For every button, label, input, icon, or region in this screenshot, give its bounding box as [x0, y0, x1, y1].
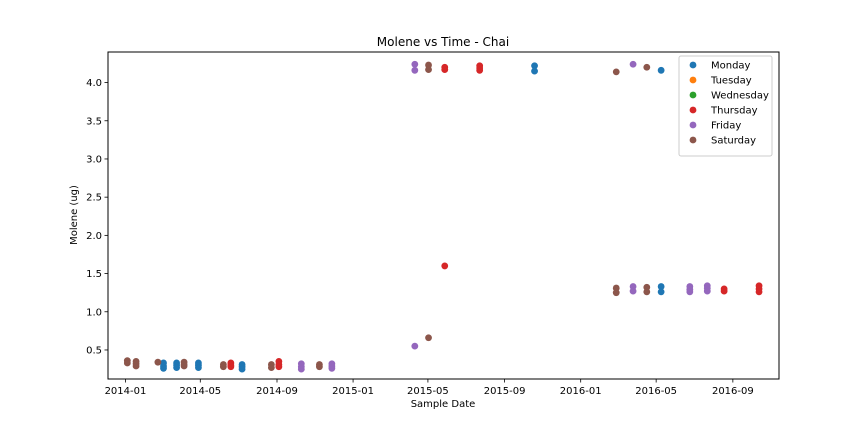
chart-title: Molene vs Time - Chai [377, 35, 509, 49]
point-saturday [132, 362, 140, 370]
y-tick-label: 1.5 [86, 269, 102, 280]
point-monday [657, 66, 665, 74]
y-tick-label: 1.0 [86, 307, 102, 318]
point-friday [297, 365, 305, 373]
point-friday [411, 342, 419, 350]
point-saturday [123, 359, 131, 367]
point-friday [411, 60, 419, 68]
data-points [123, 60, 763, 373]
x-tick-label: 2015-01 [332, 386, 374, 397]
point-friday [629, 287, 637, 295]
point-saturday [612, 289, 620, 297]
x-tick-label: 2014-05 [179, 386, 221, 397]
y-tick-label: 2.5 [86, 193, 102, 204]
point-monday [531, 67, 538, 75]
legend-marker-monday [689, 61, 697, 69]
legend-label-friday: Friday [711, 121, 741, 132]
point-thursday [441, 66, 449, 73]
y-tick-label: 0.5 [86, 345, 102, 356]
point-saturday [219, 363, 227, 371]
legend-marker-friday [689, 121, 697, 129]
point-saturday [425, 66, 432, 73]
point-friday [629, 60, 637, 68]
y-tick-label: 4.0 [86, 78, 102, 89]
legend-marker-tuesday [689, 76, 697, 84]
point-monday [531, 62, 538, 70]
legend-label-tuesday: Tuesday [710, 76, 752, 87]
point-monday [657, 283, 665, 290]
y-tick-label: 2.0 [86, 231, 102, 242]
point-thursday [720, 287, 728, 295]
x-tick-label: 2016-05 [635, 386, 677, 397]
point-thursday [755, 288, 763, 296]
y-tick-label: 3.5 [86, 116, 102, 127]
legend-label-saturday: Saturday [711, 136, 756, 147]
point-saturday [180, 362, 188, 370]
point-monday [160, 364, 167, 372]
point-saturday [643, 288, 651, 296]
x-tick-label: 2015-05 [407, 386, 449, 397]
legend-label-wednesday: Wednesday [711, 91, 769, 102]
point-saturday [154, 358, 162, 366]
point-saturday [643, 63, 651, 71]
point-monday [238, 365, 246, 373]
point-saturday [316, 363, 323, 371]
legend-marker-thursday [689, 106, 697, 114]
x-axis: 2014-01 2014-05 2014-09 2015-01 2015-05 2015-… [105, 379, 754, 397]
point-thursday [476, 66, 484, 74]
x-tick-label: 2014-01 [105, 386, 147, 397]
point-friday [411, 66, 419, 74]
y-axis: 0.5 1.0 1.5 2.0 2.5 3.0 3.5 4.0 [86, 78, 108, 356]
point-thursday [227, 363, 235, 371]
point-monday [195, 364, 202, 371]
x-tick-label: 2016-01 [560, 386, 602, 397]
point-saturday [425, 334, 432, 342]
point-friday [703, 287, 711, 295]
x-tick-label: 2016-09 [712, 386, 754, 397]
point-monday [173, 364, 180, 371]
legend-marker-saturday [689, 136, 697, 144]
x-axis-label: Sample Date [411, 399, 476, 410]
point-monday [657, 288, 665, 296]
point-friday [686, 288, 694, 296]
legend-box [678, 55, 773, 157]
plot-frame [107, 51, 780, 380]
x-tick-label: 2014-09 [256, 386, 298, 397]
point-thursday [441, 262, 449, 270]
legend-label-thursday: Thursday [710, 106, 758, 117]
point-saturday [612, 68, 620, 76]
point-saturday [267, 364, 275, 371]
legend: Monday Tuesday Wednesday Thursday Friday Satu… [678, 55, 773, 157]
legend-marker-wednesday [689, 91, 697, 99]
y-tick-label: 3.0 [86, 154, 102, 165]
point-thursday [275, 363, 283, 371]
x-tick-label: 2015-09 [484, 386, 526, 397]
point-friday [328, 364, 336, 372]
legend-label-monday: Monday [711, 61, 751, 72]
y-axis-label: Molene (ug) [69, 185, 80, 245]
